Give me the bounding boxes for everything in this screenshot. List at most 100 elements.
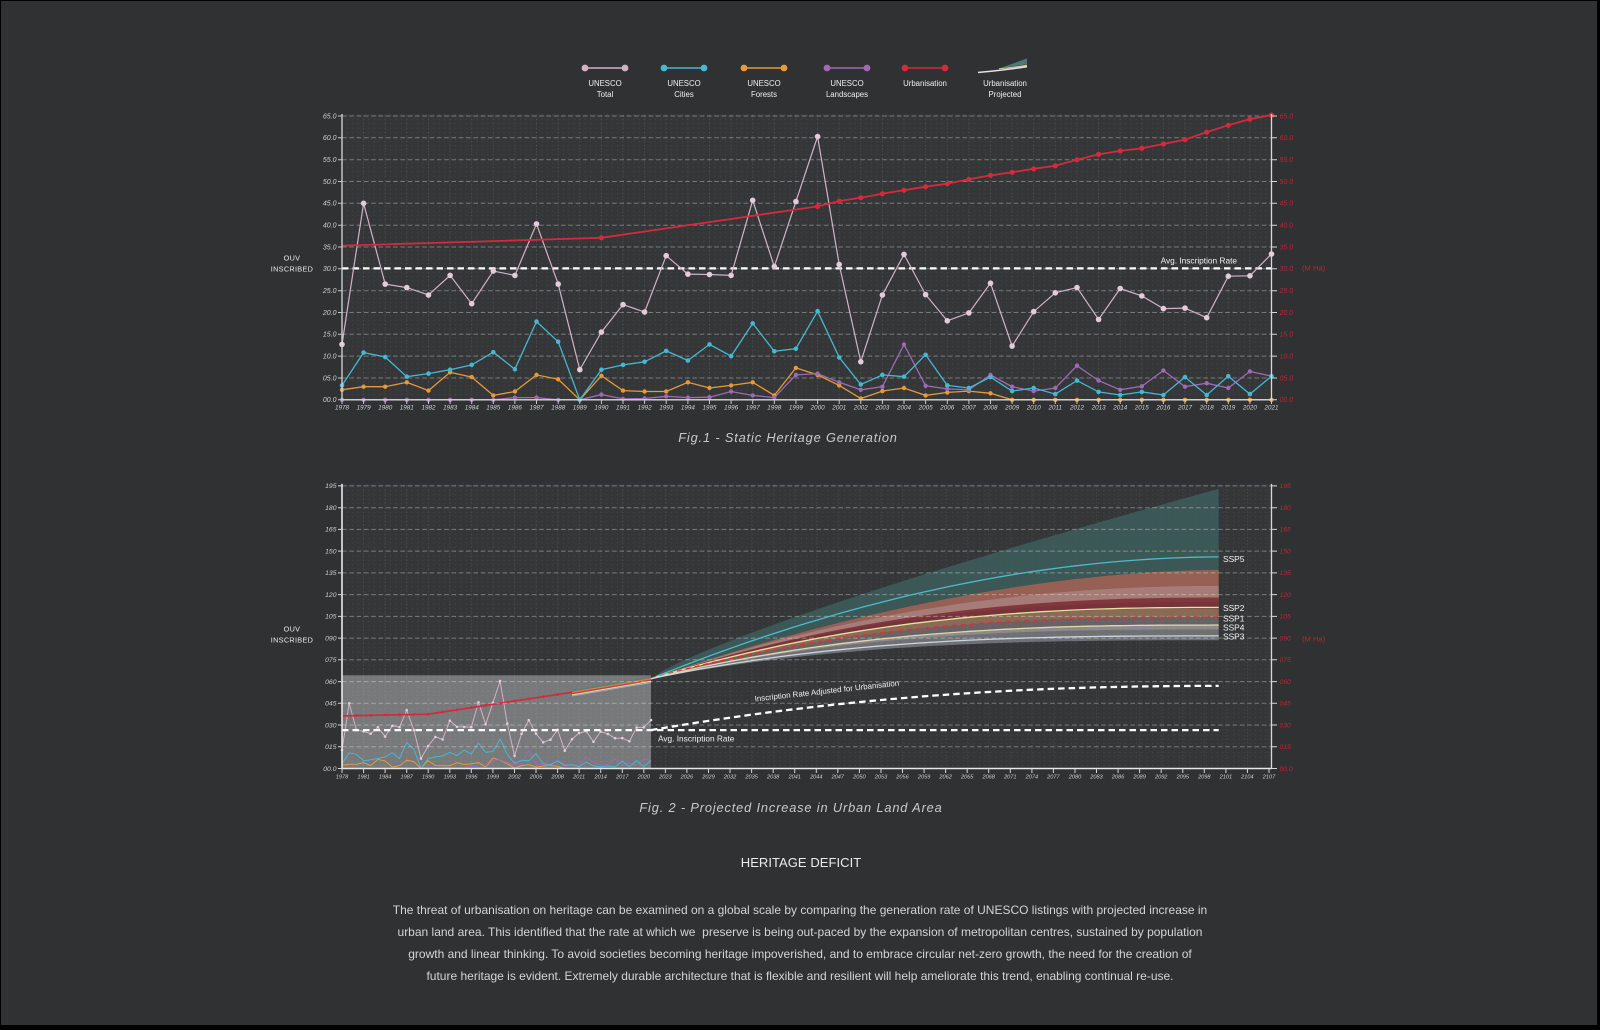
svg-text:1986: 1986 [508, 405, 523, 412]
svg-text:00.0: 00.0 [323, 766, 336, 773]
svg-text:2001: 2001 [831, 405, 846, 412]
svg-text:OUV: OUV [284, 625, 301, 634]
svg-text:1987: 1987 [400, 775, 413, 781]
svg-text:SSP2: SSP2 [1223, 603, 1245, 613]
svg-text:2086: 2086 [1111, 775, 1125, 781]
svg-text:UNESCO: UNESCO [588, 79, 621, 88]
svg-text:60.0: 60.0 [1280, 135, 1294, 142]
svg-text:2018: 2018 [1199, 405, 1215, 412]
svg-text:1982: 1982 [421, 405, 436, 412]
svg-text:Avg. Inscription Rate: Avg. Inscription Rate [1161, 256, 1238, 266]
svg-text:SSP4: SSP4 [1223, 623, 1245, 633]
svg-text:00.0: 00.0 [1280, 766, 1293, 773]
svg-text:2006: 2006 [939, 405, 955, 412]
svg-text:2092: 2092 [1154, 775, 1168, 781]
svg-text:2013: 2013 [1091, 405, 1107, 412]
svg-text:045: 045 [325, 701, 337, 708]
svg-text:2020: 2020 [637, 775, 651, 781]
svg-text:05.0: 05.0 [323, 375, 337, 382]
svg-text:030: 030 [325, 722, 337, 729]
svg-text:40.0: 40.0 [1280, 223, 1294, 230]
svg-text:2011: 2011 [1048, 405, 1063, 412]
svg-text:2065: 2065 [960, 775, 974, 781]
svg-text:45.0: 45.0 [323, 201, 337, 208]
svg-text:OUV: OUV [284, 254, 301, 263]
svg-text:2080: 2080 [1068, 775, 1082, 781]
svg-text:1978: 1978 [336, 775, 349, 781]
svg-text:150: 150 [325, 548, 337, 555]
svg-text:2016: 2016 [1155, 405, 1171, 412]
svg-text:135: 135 [1280, 570, 1292, 577]
svg-text:195: 195 [325, 483, 337, 490]
svg-text:2089: 2089 [1132, 775, 1145, 781]
svg-text:2011: 2011 [572, 775, 585, 781]
svg-text:Fig.1 - Static Heritage Genera: Fig.1 - Static Heritage Generation [678, 430, 898, 445]
svg-text:INSCRIBED: INSCRIBED [271, 265, 313, 274]
svg-text:HERITAGE DEFICIT: HERITAGE DEFICIT [741, 855, 861, 870]
svg-text:195: 195 [1280, 483, 1292, 490]
svg-text:00.0: 00.0 [323, 397, 337, 404]
svg-text:55.0: 55.0 [1280, 157, 1294, 164]
svg-text:060: 060 [325, 679, 337, 686]
svg-text:2004: 2004 [896, 405, 912, 412]
svg-text:SSP5: SSP5 [1223, 554, 1245, 564]
svg-text:00.0: 00.0 [1280, 397, 1294, 404]
svg-text:Forests: Forests [751, 90, 777, 99]
svg-text:SSP3: SSP3 [1223, 632, 1245, 642]
svg-text:2098: 2098 [1197, 775, 1211, 781]
svg-text:1996: 1996 [465, 775, 478, 781]
svg-text:1988: 1988 [551, 405, 566, 412]
svg-text:1993: 1993 [659, 405, 674, 412]
svg-text:1995: 1995 [702, 405, 717, 412]
svg-text:65.0: 65.0 [323, 113, 337, 120]
svg-text:05.0: 05.0 [1280, 375, 1294, 382]
svg-text:2007: 2007 [961, 405, 977, 412]
svg-text:UNESCO: UNESCO [667, 79, 700, 88]
svg-text:1999: 1999 [789, 405, 804, 412]
svg-text:Total: Total [597, 90, 614, 99]
svg-text:2101: 2101 [1219, 775, 1232, 781]
svg-text:2047: 2047 [831, 775, 845, 781]
svg-text:60.0: 60.0 [323, 135, 337, 142]
svg-text:2104: 2104 [1240, 775, 1253, 781]
svg-text:180: 180 [325, 505, 337, 512]
svg-text:25.0: 25.0 [322, 288, 337, 295]
svg-text:1997: 1997 [746, 405, 761, 412]
svg-text:105: 105 [325, 614, 337, 621]
svg-text:2002: 2002 [853, 405, 869, 412]
svg-text:(M Ha): (M Ha) [1302, 635, 1326, 644]
svg-text:20.0: 20.0 [1279, 310, 1294, 317]
svg-text:1990: 1990 [422, 775, 435, 781]
svg-text:1993: 1993 [444, 775, 457, 781]
svg-text:2029: 2029 [701, 775, 714, 781]
svg-text:15.0: 15.0 [323, 332, 337, 339]
svg-text:090: 090 [325, 635, 337, 642]
svg-text:2008: 2008 [982, 405, 998, 412]
svg-text:2074: 2074 [1025, 775, 1038, 781]
svg-text:2009: 2009 [1004, 405, 1020, 412]
svg-text:1985: 1985 [486, 405, 501, 412]
svg-text:Urbanisation: Urbanisation [903, 79, 947, 88]
svg-text:1996: 1996 [724, 405, 739, 412]
svg-text:65.0: 65.0 [1280, 113, 1294, 120]
svg-text:1981: 1981 [357, 775, 369, 781]
svg-text:2050: 2050 [852, 775, 866, 781]
svg-text:2035: 2035 [744, 775, 758, 781]
svg-text:30.0: 30.0 [323, 266, 337, 273]
svg-text:1999: 1999 [487, 775, 499, 781]
svg-text:2012: 2012 [1069, 405, 1085, 412]
svg-text:2014: 2014 [593, 775, 606, 781]
svg-text:Cities: Cities [674, 90, 694, 99]
svg-text:180: 180 [1280, 505, 1292, 512]
svg-text:2017: 2017 [615, 775, 629, 781]
svg-text:40.0: 40.0 [323, 223, 337, 230]
svg-text:55.0: 55.0 [323, 157, 337, 164]
svg-text:1979: 1979 [357, 405, 372, 412]
svg-text:1984: 1984 [465, 405, 480, 412]
svg-text:030: 030 [1280, 722, 1292, 729]
svg-text:045: 045 [1280, 701, 1292, 708]
svg-text:1990: 1990 [594, 405, 609, 412]
svg-text:2032: 2032 [723, 775, 737, 781]
svg-text:1987: 1987 [529, 405, 544, 412]
svg-text:2002: 2002 [507, 775, 521, 781]
